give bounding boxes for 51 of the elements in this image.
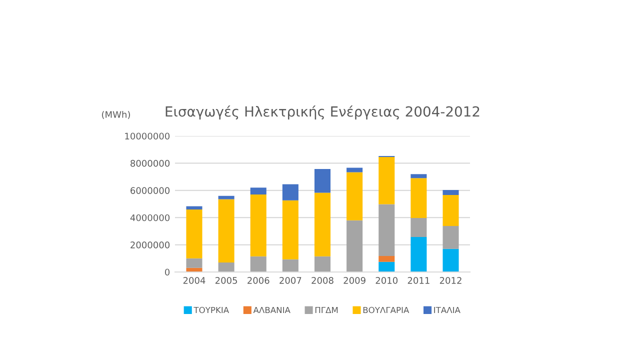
- y-tick-label: 4000000: [130, 214, 170, 222]
- legend-label: ΒΟΥΛΓΑΡΙΑ: [363, 306, 410, 314]
- bar: [442, 226, 459, 249]
- y-axis-title: (MWh): [102, 110, 130, 119]
- bar: [250, 188, 266, 194]
- bar: [410, 218, 427, 238]
- bar: [282, 259, 298, 272]
- bar: [314, 192, 331, 256]
- bar: [314, 256, 331, 272]
- x-tick-label: 2009: [344, 277, 366, 284]
- bar: [346, 220, 363, 272]
- bar: [186, 258, 202, 268]
- bar: [346, 172, 363, 220]
- x-tick-label: 2005: [215, 277, 238, 284]
- x-tick-label: 2008: [312, 277, 334, 284]
- legend-label: ΠΓΔΜ: [315, 306, 338, 314]
- x-tick-label: 2011: [408, 277, 430, 284]
- bar: [186, 209, 202, 258]
- bar: [378, 262, 395, 272]
- bar: [378, 256, 395, 262]
- x-tick-label: 2007: [280, 277, 302, 284]
- bar: [282, 200, 298, 260]
- chart-title: Εισαγωγές Ηλεκτρικής Ενέργειας 2004-2012: [166, 105, 480, 120]
- bar: [346, 168, 363, 172]
- bar: [314, 169, 331, 193]
- bar: [410, 178, 427, 218]
- bar: [186, 206, 202, 210]
- x-tick-label: 2012: [440, 277, 462, 284]
- y-tick-label: 0: [164, 268, 170, 276]
- x-tick-label: 2006: [248, 277, 270, 284]
- legend-label: ΙΤΑΛΙΑ: [434, 306, 460, 314]
- y-tick-label: 2000000: [130, 242, 170, 248]
- legend-label: ΑΛΒΑΝΙΑ: [253, 306, 290, 314]
- bar: [410, 237, 427, 272]
- y-tick-label: 6000000: [130, 187, 170, 194]
- bar: [410, 174, 427, 178]
- x-tick-label: 2010: [376, 277, 398, 284]
- x-tick-label: 2004: [183, 277, 206, 284]
- bar: [442, 190, 459, 196]
- bar: [442, 248, 459, 272]
- bar: [250, 194, 266, 256]
- legend-label: ΤΟΥΡΚΙΑ: [194, 306, 230, 314]
- bar: [218, 199, 234, 262]
- bar: [378, 204, 395, 256]
- bar: [282, 184, 298, 200]
- y-tick-label: 8000000: [130, 160, 170, 167]
- y-tick-label: 10000000: [125, 132, 170, 140]
- bar: [378, 156, 395, 204]
- bar: [218, 262, 234, 272]
- bar: [250, 256, 266, 272]
- bar: [442, 195, 459, 226]
